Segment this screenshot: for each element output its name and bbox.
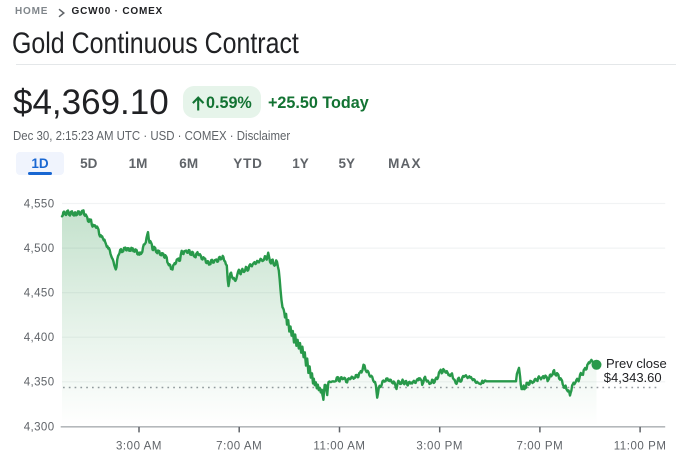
svg-text:3:00 AM: 3:00 AM: [116, 440, 162, 452]
svg-text:4,450: 4,450: [24, 288, 55, 300]
svg-text:4,300: 4,300: [24, 421, 55, 433]
svg-text:11:00 AM: 11:00 AM: [313, 440, 365, 452]
svg-text:7:00 PM: 7:00 PM: [517, 440, 564, 452]
svg-text:4,500: 4,500: [24, 243, 55, 255]
svg-text:4,550: 4,550: [24, 198, 55, 210]
svg-text:3:00 PM: 3:00 PM: [416, 440, 463, 452]
svg-text:7:00 AM: 7:00 AM: [216, 440, 262, 452]
svg-text:4,400: 4,400: [24, 332, 55, 344]
svg-text:11:00 PM: 11:00 PM: [614, 440, 667, 452]
svg-text:4,350: 4,350: [24, 377, 55, 389]
